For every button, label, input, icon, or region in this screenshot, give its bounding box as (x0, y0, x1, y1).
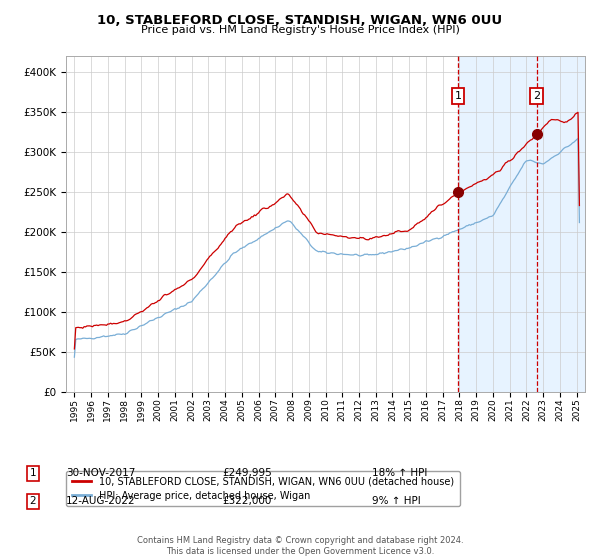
Text: Contains HM Land Registry data © Crown copyright and database right 2024.
This d: Contains HM Land Registry data © Crown c… (137, 536, 463, 556)
Text: 30-NOV-2017: 30-NOV-2017 (66, 468, 136, 478)
Text: 10, STABLEFORD CLOSE, STANDISH, WIGAN, WN6 0UU: 10, STABLEFORD CLOSE, STANDISH, WIGAN, W… (97, 14, 503, 27)
Text: 12-AUG-2022: 12-AUG-2022 (66, 496, 136, 506)
Text: £249,995: £249,995 (222, 468, 272, 478)
Text: 2: 2 (533, 91, 540, 101)
Text: 9% ↑ HPI: 9% ↑ HPI (372, 496, 421, 506)
Legend: 10, STABLEFORD CLOSE, STANDISH, WIGAN, WN6 0UU (detached house), HPI: Average pr: 10, STABLEFORD CLOSE, STANDISH, WIGAN, W… (65, 471, 460, 506)
Text: 18% ↑ HPI: 18% ↑ HPI (372, 468, 427, 478)
Text: 1: 1 (455, 91, 461, 101)
Bar (458, 56, 585, 392)
Text: £322,000: £322,000 (222, 496, 271, 506)
Text: 2: 2 (29, 496, 37, 506)
Text: 1: 1 (29, 468, 37, 478)
Text: Price paid vs. HM Land Registry's House Price Index (HPI): Price paid vs. HM Land Registry's House … (140, 25, 460, 35)
